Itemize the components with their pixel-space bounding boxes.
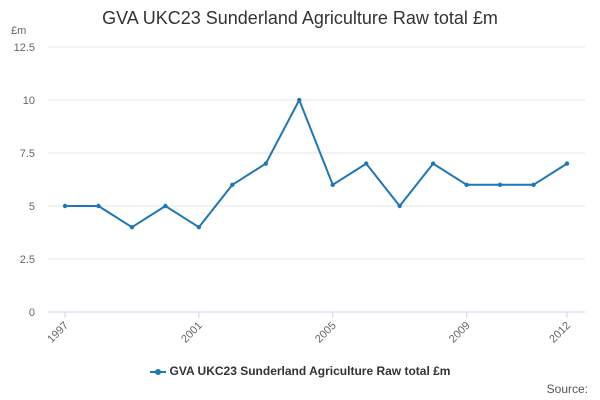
data-point[interactable] bbox=[497, 182, 503, 187]
legend-marker-icon bbox=[149, 368, 166, 375]
y-tick-label: 7.5 bbox=[20, 148, 35, 160]
chart-title: GVA UKC23 Sunderland Agriculture Raw tot… bbox=[102, 8, 498, 28]
legend-label[interactable]: GVA UKC23 Sunderland Agriculture Raw tot… bbox=[169, 364, 451, 378]
data-point[interactable] bbox=[330, 182, 335, 187]
data-point[interactable] bbox=[430, 161, 436, 166]
x-tick-label: 2001 bbox=[179, 320, 205, 346]
y-tick-label: 2.5 bbox=[20, 254, 35, 266]
grid-lines bbox=[48, 46, 585, 260]
legend[interactable]: GVA UKC23 Sunderland Agriculture Raw tot… bbox=[0, 364, 600, 378]
y-axis-ticks: 0 2.5 5 7.5 10 12.5 bbox=[14, 42, 35, 319]
x-tick-label: 2005 bbox=[313, 320, 339, 346]
y-tick-label: 12.5 bbox=[14, 42, 35, 54]
data-point[interactable] bbox=[96, 203, 101, 209]
data-point[interactable] bbox=[364, 161, 369, 166]
data-point[interactable] bbox=[230, 182, 235, 187]
x-tick-label: 2009 bbox=[447, 320, 473, 346]
data-point[interactable] bbox=[564, 161, 570, 166]
y-tick-label: 5 bbox=[29, 201, 35, 213]
data-point[interactable] bbox=[129, 225, 135, 230]
data-point[interactable] bbox=[196, 225, 202, 230]
y-tick-label: 0 bbox=[29, 307, 35, 319]
x-axis-ticks: 1997 2001 2005 2009 2012 bbox=[45, 312, 573, 345]
data-point[interactable] bbox=[297, 97, 302, 103]
x-tick-label: 2012 bbox=[547, 320, 573, 346]
series-line[interactable] bbox=[65, 99, 568, 229]
data-point[interactable] bbox=[531, 182, 536, 187]
y-tick-label: 10 bbox=[23, 95, 35, 107]
data-point[interactable] bbox=[62, 203, 68, 209]
data-point[interactable] bbox=[464, 182, 469, 187]
y-axis-unit-label: £m bbox=[11, 25, 26, 37]
source-credits[interactable]: Source: bbox=[546, 382, 588, 396]
data-point[interactable] bbox=[397, 203, 402, 209]
data-point[interactable] bbox=[163, 203, 168, 209]
series-group[interactable] bbox=[62, 97, 570, 230]
x-tick-label: 1997 bbox=[45, 320, 71, 346]
data-point[interactable] bbox=[263, 161, 268, 166]
